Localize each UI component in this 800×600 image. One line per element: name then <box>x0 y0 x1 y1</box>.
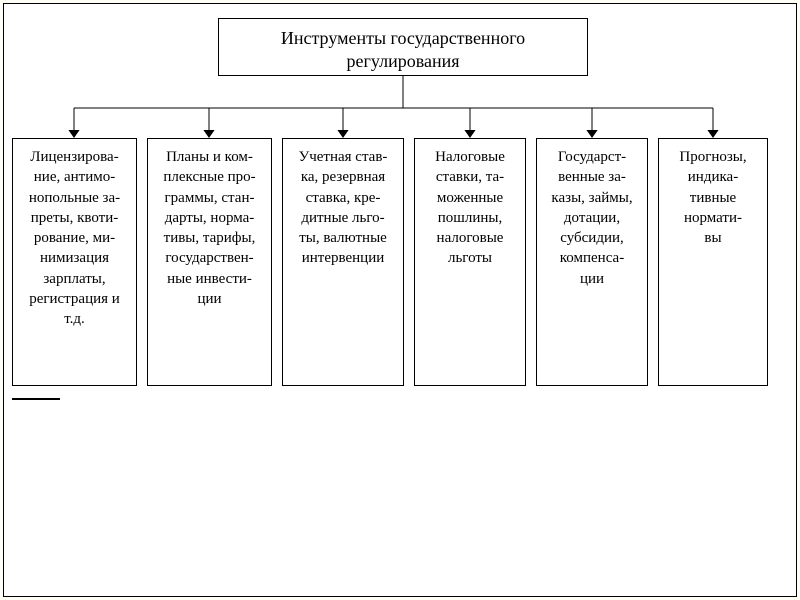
child-node-2: Планы и ком-плексные про-граммы, стан-да… <box>147 138 272 386</box>
root-node: Инструменты государственного регулирован… <box>218 18 588 76</box>
child-node-1: Лицензирова-ние, антимо-нопольные за-пре… <box>12 138 137 386</box>
underline-mark <box>12 398 60 400</box>
child-node-6: Прогнозы,индика-тивныенормати-вы <box>658 138 768 386</box>
child-node-4: Налоговыеставки, та-моженныепошлины,нало… <box>414 138 526 386</box>
child-node-5: Государст-венные за-казы, займы,дотации,… <box>536 138 648 386</box>
child-node-3: Учетная став-ка, резервнаяставка, кре-ди… <box>282 138 404 386</box>
